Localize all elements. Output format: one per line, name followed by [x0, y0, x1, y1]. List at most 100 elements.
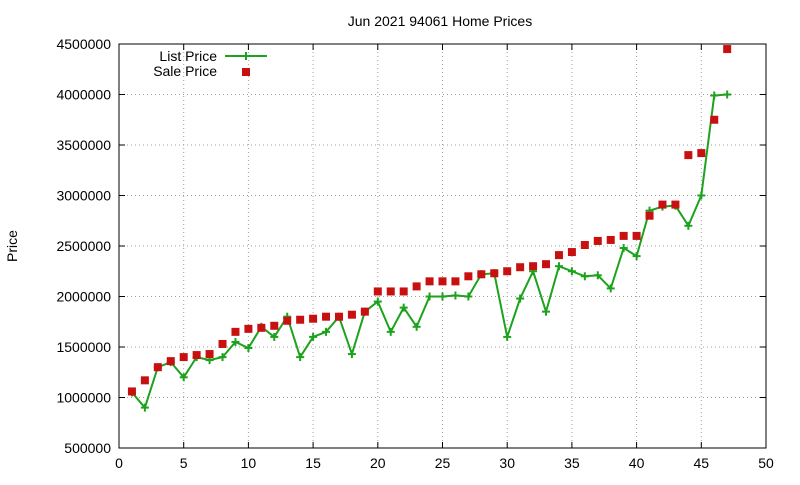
- series-list-price: [127, 90, 732, 412]
- legend: List Price Sale Price: [153, 48, 267, 79]
- x-tick-label: 35: [564, 455, 580, 471]
- y-axis-label: Price: [4, 230, 20, 262]
- data-point-list-price: [244, 344, 253, 353]
- x-tick-label: 10: [241, 455, 257, 471]
- data-point-list-price: [347, 350, 356, 359]
- data-point-sale-price: [580, 240, 589, 249]
- data-point-sale-price: [632, 231, 641, 240]
- data-point-list-price: [632, 252, 641, 261]
- plot-frame: [118, 43, 767, 449]
- data-point-sale-price: [283, 316, 292, 325]
- data-point-sale-price: [347, 310, 356, 319]
- data-point-sale-price: [451, 277, 460, 286]
- data-point-sale-price: [166, 357, 175, 366]
- data-point-sale-price: [554, 251, 563, 260]
- data-point-sale-price: [205, 350, 214, 359]
- x-tick-label: 5: [180, 455, 188, 471]
- legend-swatch-list-price: [225, 52, 267, 60]
- legend-marker-list-price: [242, 52, 250, 60]
- data-point-list-price: [309, 332, 318, 341]
- data-point-sale-price: [619, 231, 628, 240]
- data-point-sale-price: [322, 312, 331, 321]
- data-point-list-price: [296, 353, 305, 362]
- tick-labels: 0 5 10 15 20 25 30 35 40 45 50 500000 1000000 1500000…: [56, 36, 774, 471]
- data-point-list-price: [593, 271, 602, 280]
- data-point-list-price: [399, 303, 408, 312]
- data-point-list-price: [516, 294, 525, 303]
- plot-area: [127, 45, 732, 412]
- data-point-sale-price: [218, 339, 227, 348]
- x-tick-label: 0: [115, 455, 123, 471]
- data-point-sale-price: [438, 277, 447, 286]
- y-tick-label: 2000000: [56, 289, 111, 305]
- data-point-list-price: [542, 307, 551, 316]
- data-point-list-price: [606, 284, 615, 293]
- data-point-sale-price: [477, 270, 486, 279]
- data-point-list-price: [567, 267, 576, 276]
- data-point-sale-price: [127, 387, 136, 396]
- data-point-list-price: [438, 292, 447, 301]
- data-point-sale-price: [412, 282, 421, 291]
- data-point-sale-price: [503, 267, 512, 276]
- x-tick-label: 30: [499, 455, 515, 471]
- data-point-sale-price: [529, 262, 538, 271]
- x-tick-label: 15: [305, 455, 321, 471]
- data-point-list-price: [179, 373, 188, 382]
- data-point-sale-price: [425, 277, 434, 286]
- legend-marker-sale-price: [242, 68, 250, 76]
- data-point-sale-price: [567, 248, 576, 257]
- data-point-list-price: [451, 291, 460, 300]
- data-point-list-price: [723, 90, 732, 99]
- data-point-sale-price: [270, 321, 279, 330]
- x-tick-label: 40: [629, 455, 645, 471]
- data-point-sale-price: [244, 324, 253, 333]
- data-point-sale-price: [360, 307, 369, 316]
- data-point-sale-price: [723, 45, 732, 54]
- data-point-sale-price: [684, 151, 693, 160]
- data-point-sale-price: [231, 327, 240, 336]
- data-point-list-price: [710, 91, 719, 100]
- data-point-sale-price: [309, 314, 318, 323]
- data-point-sale-price: [153, 363, 162, 372]
- data-point-sale-price: [140, 376, 149, 385]
- data-point-list-price: [218, 353, 227, 362]
- x-tick-label: 20: [370, 455, 386, 471]
- data-point-sale-price: [606, 235, 615, 244]
- data-point-sale-price: [373, 287, 382, 296]
- data-point-sale-price: [257, 323, 266, 332]
- data-point-sale-price: [542, 260, 551, 269]
- data-point-list-price: [140, 403, 149, 412]
- x-tick-label: 25: [435, 455, 451, 471]
- data-point-list-price: [464, 292, 473, 301]
- data-point-list-price: [503, 332, 512, 341]
- data-point-list-price: [697, 191, 706, 200]
- data-point-list-price: [412, 322, 421, 331]
- data-point-sale-price: [658, 200, 667, 209]
- data-point-list-price: [322, 327, 331, 336]
- data-point-sale-price: [464, 272, 473, 281]
- data-point-sale-price: [645, 211, 654, 220]
- y-tick-label: 4000000: [56, 87, 111, 103]
- data-point-list-price: [270, 332, 279, 341]
- y-tick-label: 2500000: [56, 238, 111, 254]
- data-point-list-price: [231, 337, 240, 346]
- data-point-list-price: [373, 297, 382, 306]
- y-tick-label: 3000000: [56, 188, 111, 204]
- data-point-sale-price: [671, 200, 680, 209]
- data-point-list-price: [580, 272, 589, 281]
- chart-title: Jun 2021 94061 Home Prices: [348, 13, 532, 29]
- data-point-sale-price: [386, 287, 395, 296]
- gridlines: [119, 44, 766, 448]
- data-point-sale-price: [334, 312, 343, 321]
- data-point-sale-price: [593, 236, 602, 245]
- data-point-sale-price: [516, 263, 525, 272]
- data-point-list-price: [554, 262, 563, 271]
- legend-label-list-price: List Price: [159, 48, 217, 64]
- series-line-list-price: [131, 93, 728, 410]
- data-point-sale-price: [399, 287, 408, 296]
- data-point-sale-price: [490, 269, 499, 278]
- legend-swatch-sale-price: [242, 68, 250, 76]
- y-tick-label: 4500000: [56, 36, 111, 52]
- data-point-list-price: [684, 221, 693, 230]
